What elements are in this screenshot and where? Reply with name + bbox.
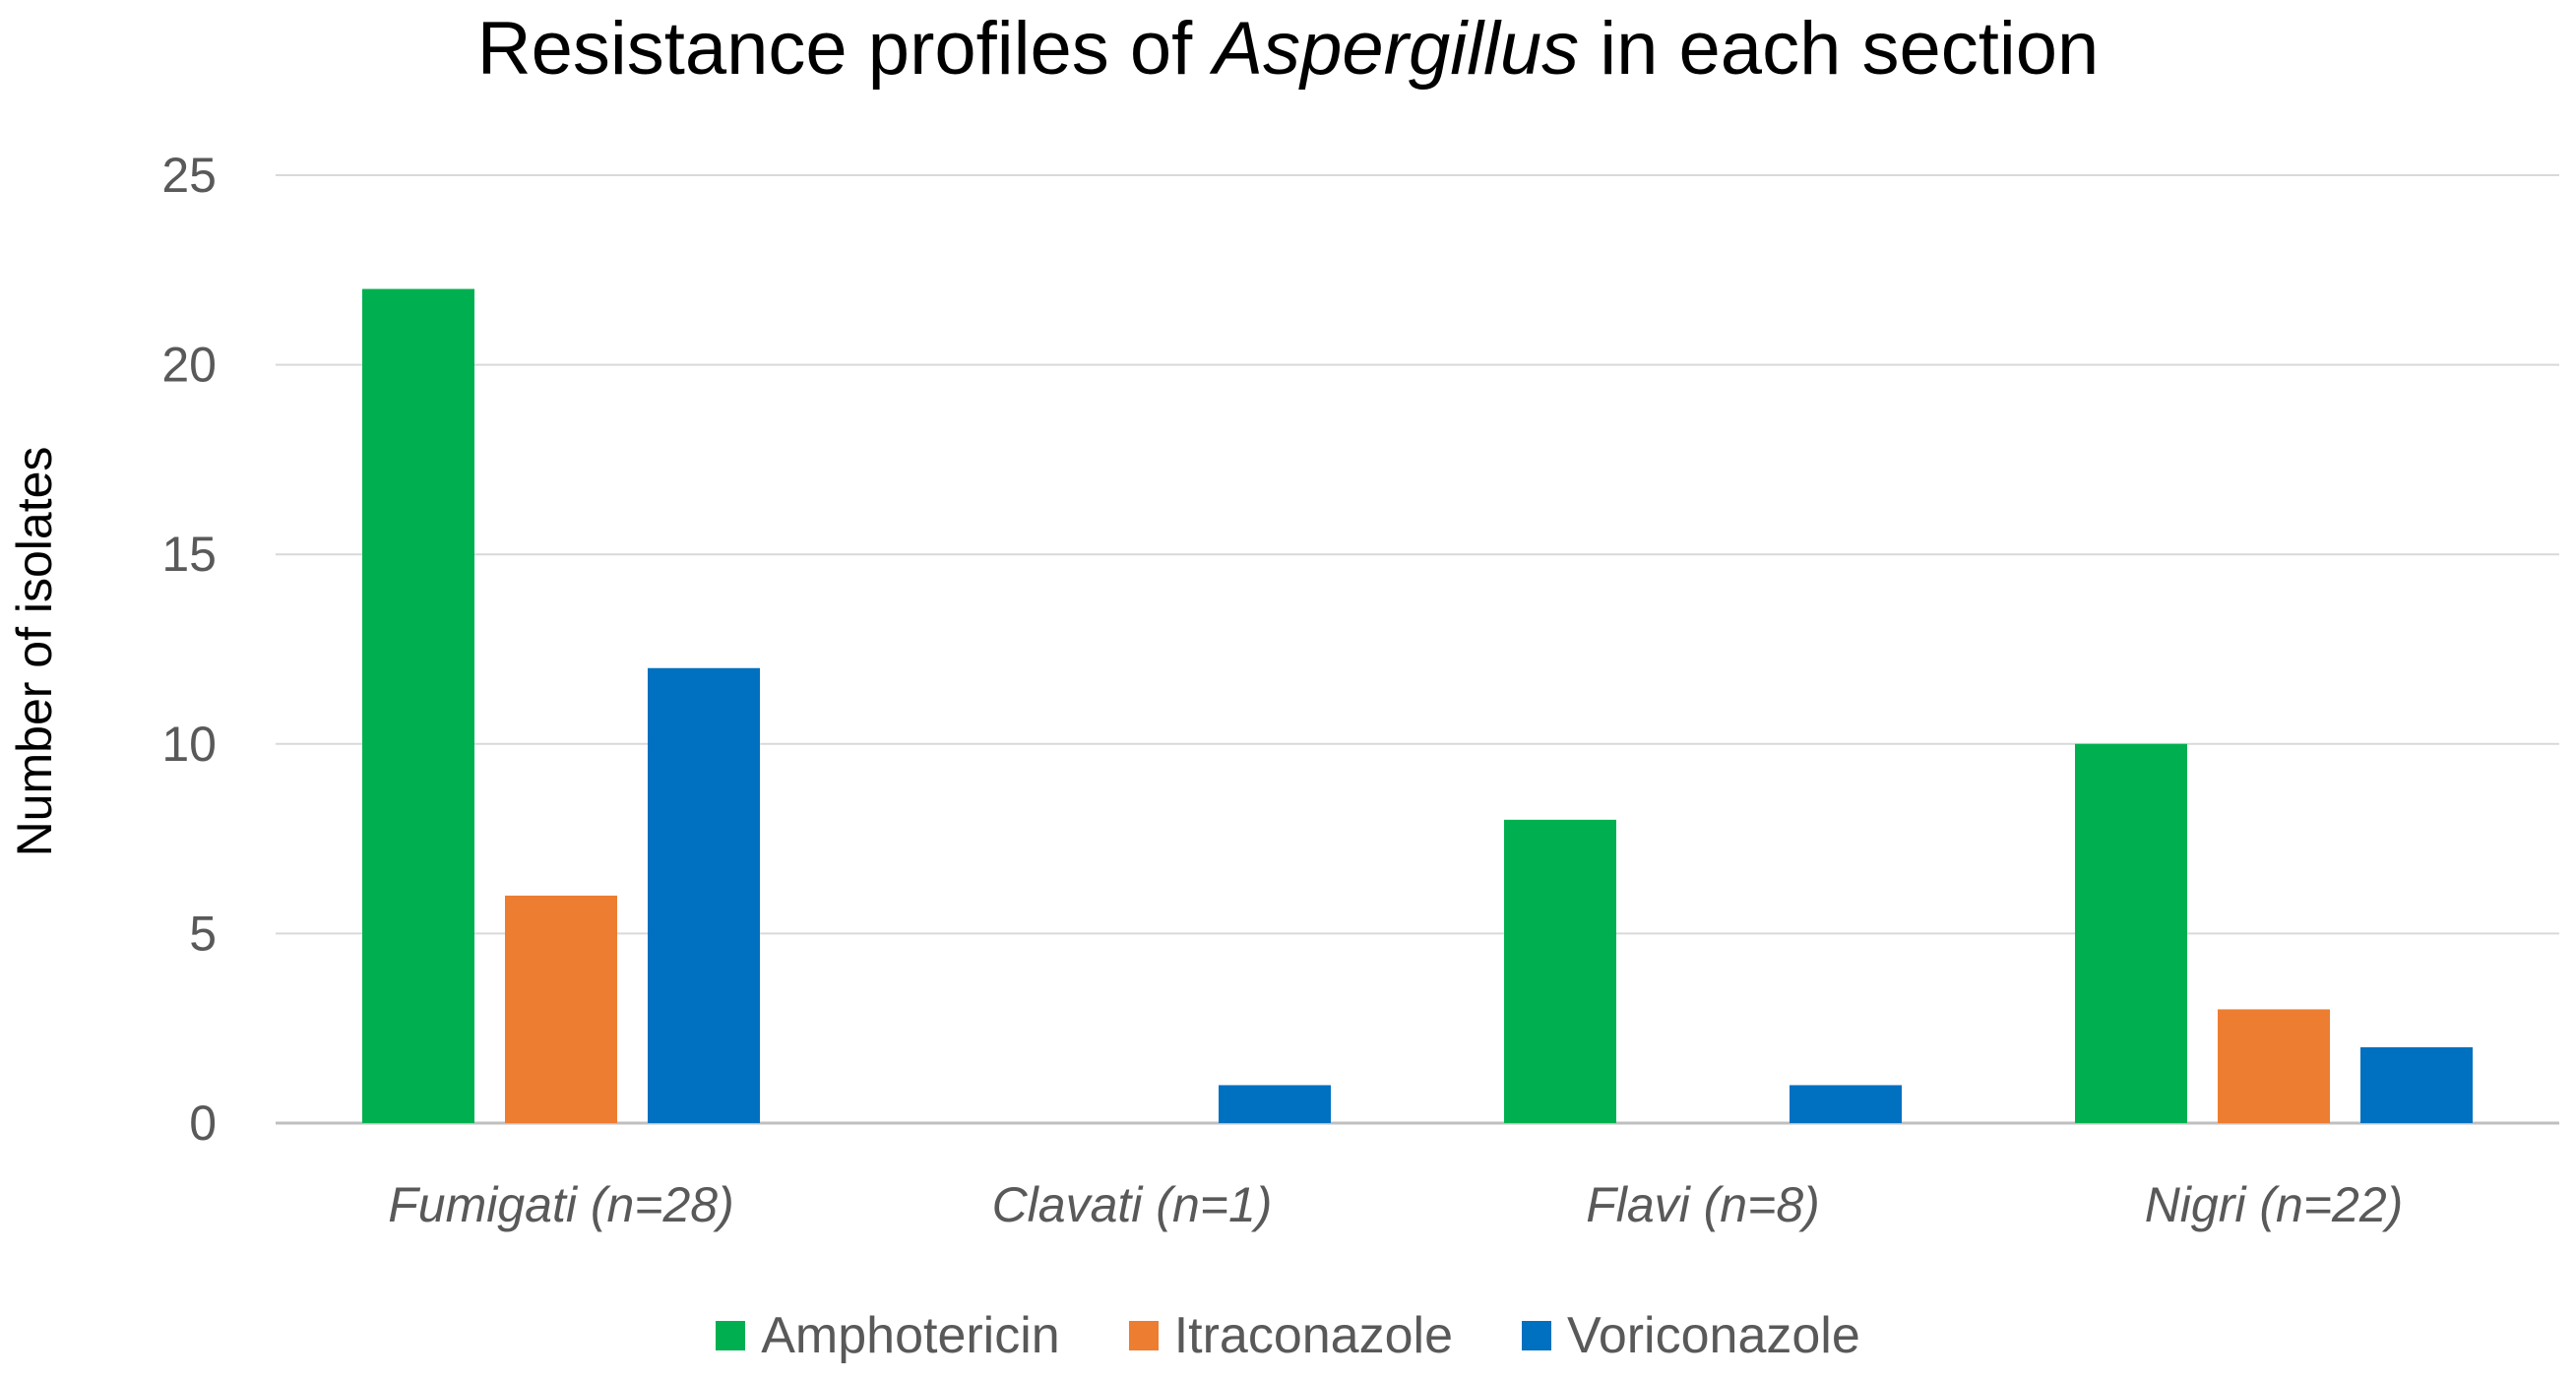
y-tick-label: 20 [161,338,217,393]
y-axis-title: Number of isolates [7,447,62,857]
legend-swatch [716,1321,746,1350]
y-tick-label: 15 [161,527,217,582]
x-category-labels: Fumigati (n=28) Clavati (n=1) Flavi (n=8) N… [388,1177,2403,1232]
legend-label: Itraconazole [1173,1307,1453,1364]
x-category-label: Clavati (n=1) [992,1177,1273,1232]
bar-voriconazole-3 [1790,1085,1902,1123]
legend-item: Amphotericin [716,1306,1060,1365]
y-tick-label: 5 [189,906,217,961]
y-tick-label: 10 [161,717,217,772]
chart-title: Resistance profiles of Aspergillus in ea… [0,6,2576,92]
chart-title-prefix: Resistance profiles of [476,7,1214,91]
legend: Amphotericin Itraconazole Voriconazole [0,1301,2576,1370]
legend-label: Amphotericin [761,1307,1060,1364]
bar-amphotericin-3 [1504,819,1616,1123]
y-tick-label: 0 [189,1096,217,1151]
bar-amphotericin-4 [2075,743,2187,1123]
chart-title-italic: Aspergillus [1213,7,1580,91]
bar-voriconazole-4 [2360,1046,2473,1123]
bar-voriconazole-2 [1219,1085,1331,1123]
legend-item: Voriconazole [1522,1306,1860,1365]
bar-voriconazole-1 [648,667,760,1123]
legend-item: Itraconazole [1128,1306,1453,1365]
bars [362,288,2473,1123]
bar-itraconazole-1 [505,895,617,1123]
gridlines [276,174,2559,1125]
x-category-label: Nigri (n=22) [2145,1177,2404,1232]
bar-itraconazole-4 [2218,1009,2330,1123]
x-category-label: Fumigati (n=28) [388,1177,734,1232]
legend-swatch [1128,1321,1159,1350]
bar-amphotericin-1 [362,288,474,1123]
x-category-label: Flavi (n=8) [1586,1177,1820,1232]
y-tick-label: 25 [161,148,217,203]
chart-title-suffix: in each section [1579,7,2100,91]
legend-label: Voriconazole [1567,1307,1860,1364]
legend-swatch [1522,1321,1551,1350]
y-tick-labels: 0 5 10 15 20 25 [161,148,217,1151]
